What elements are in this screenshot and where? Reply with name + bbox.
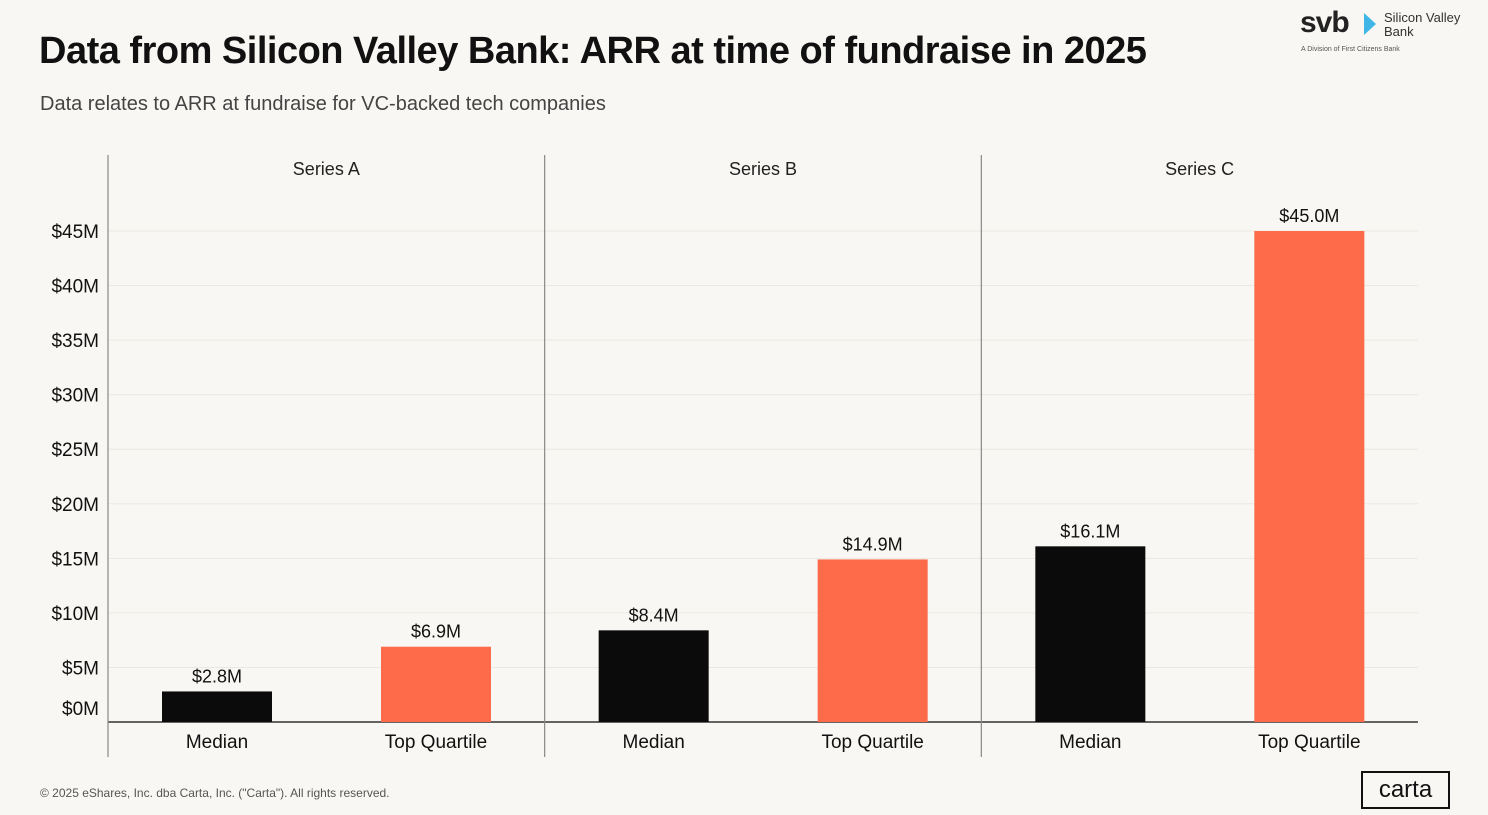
y-tick-label: $15M — [51, 549, 99, 570]
y-tick-label: $5M — [62, 658, 99, 679]
data-label: $45.0M — [1279, 206, 1339, 226]
y-tick-label: $25M — [51, 440, 99, 461]
data-label: $14.9M — [843, 534, 903, 554]
bar-top-quartile — [381, 646, 491, 722]
x-tick-label: Top Quartile — [385, 732, 487, 753]
panel-label: Series A — [293, 159, 360, 179]
svb-logo-division: A Division of First Citizens Bank — [1301, 46, 1400, 53]
y-tick-label: $30M — [51, 386, 99, 407]
chevron-icon — [1364, 13, 1376, 35]
panel-label: Series B — [729, 159, 797, 179]
x-tick-label: Top Quartile — [1258, 732, 1360, 753]
y-tick-label: $35M — [51, 331, 99, 352]
copyright-text: © 2025 eShares, Inc. dba Carta, Inc. ("C… — [40, 786, 390, 800]
bar-median — [1035, 546, 1146, 722]
x-tick-label: Top Quartile — [821, 732, 923, 753]
x-tick-label: Median — [186, 732, 248, 753]
panel-label: Series C — [1165, 159, 1234, 179]
data-label: $8.4M — [629, 605, 679, 625]
svb-logo-text: svb — [1300, 6, 1350, 39]
x-tick-label: Median — [1059, 732, 1121, 753]
y-tick-label: $0M — [62, 699, 99, 720]
carta-logo: carta — [1361, 771, 1450, 809]
svb-logo: svb Silicon Valley Bank A Division of Fi… — [1300, 6, 1486, 56]
data-label: $2.8M — [192, 666, 242, 686]
x-tick-label: Median — [623, 732, 685, 753]
chart-subtitle: Data relates to ARR at fundraise for VC-… — [40, 93, 606, 115]
svb-logo-name: Silicon Valley Bank — [1384, 10, 1461, 39]
y-tick-label: $10M — [51, 604, 99, 625]
bar-median — [162, 691, 272, 722]
y-tick-label: $45M — [51, 222, 99, 243]
y-tick-label: $20M — [51, 495, 99, 516]
data-label: $6.9M — [411, 622, 461, 642]
bar-top-quartile — [817, 559, 928, 722]
chart-title: Data from Silicon Valley Bank: ARR at ti… — [39, 30, 1147, 72]
y-tick-label: $40M — [51, 277, 99, 298]
data-label: $16.1M — [1060, 521, 1120, 541]
bar-top-quartile — [1254, 231, 1365, 722]
bar-median — [598, 630, 709, 722]
